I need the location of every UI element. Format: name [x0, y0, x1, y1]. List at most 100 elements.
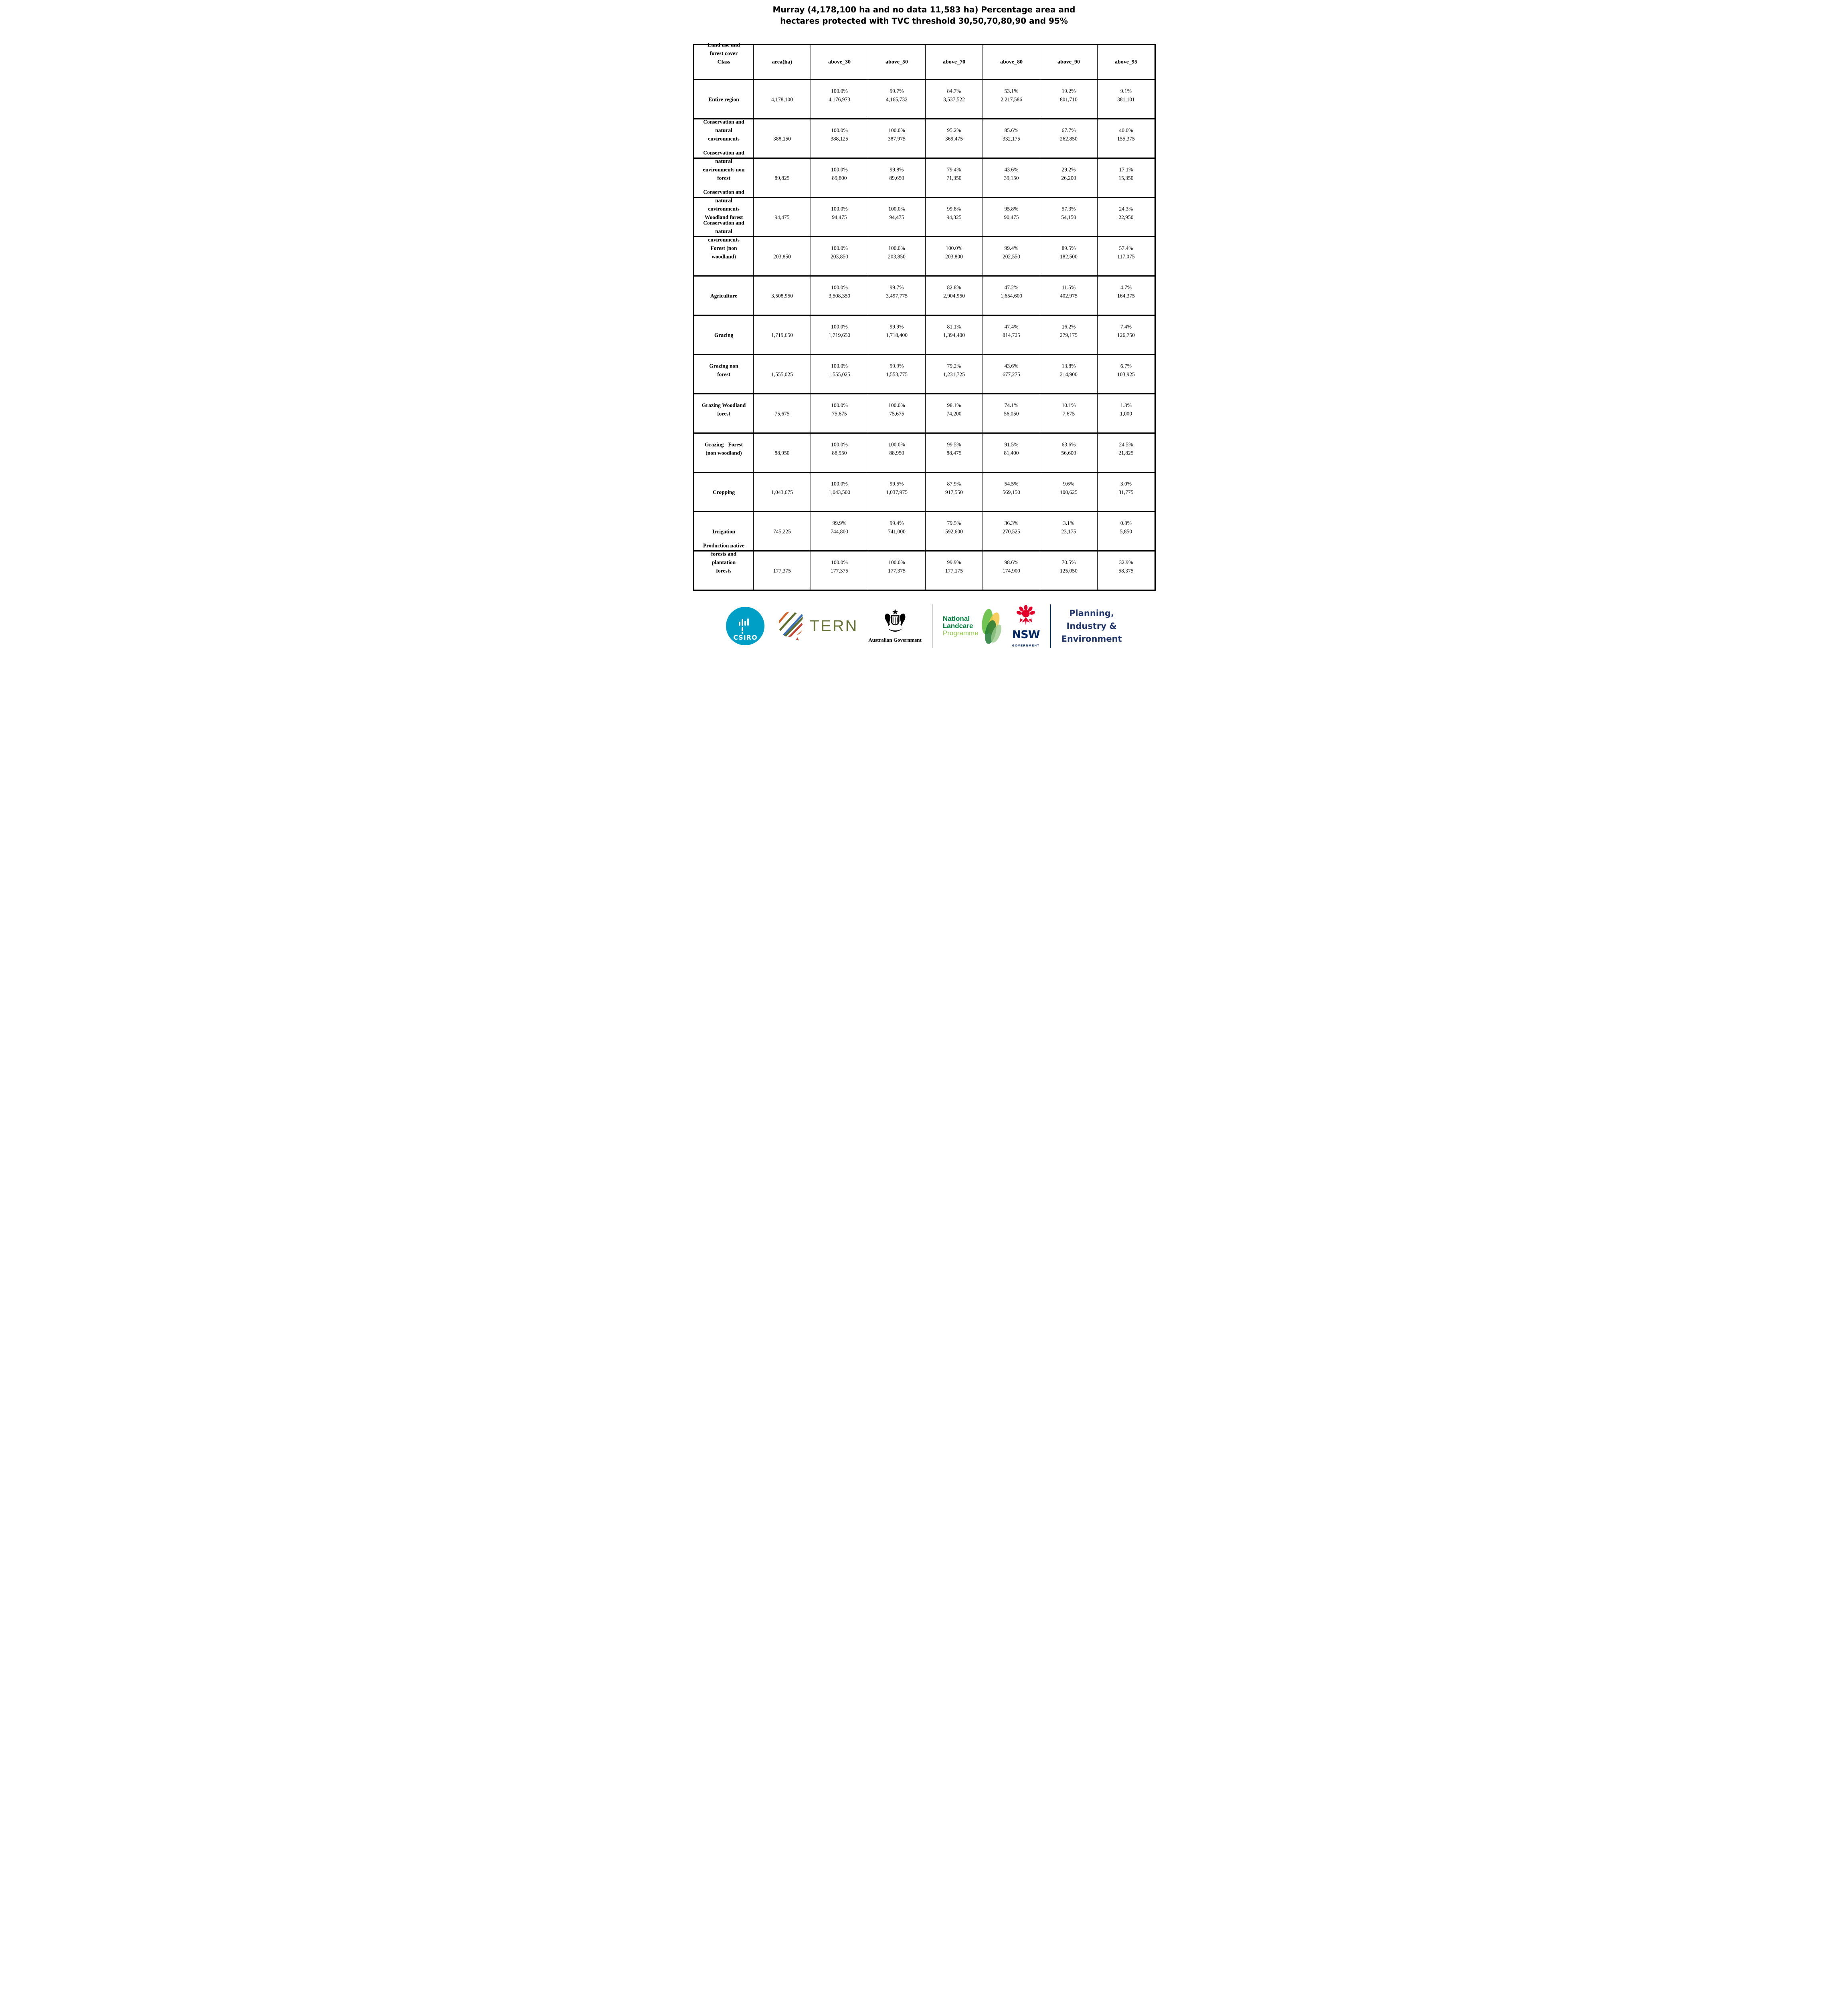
- above-95-cell: 40.0% 155,375: [1097, 119, 1154, 158]
- above-30-cell: 100.0% 4,176,973: [810, 80, 868, 118]
- above-30-cell: 100.0% 94,475: [810, 198, 868, 236]
- above-30-cell: 100.0% 1,719,650: [810, 316, 868, 354]
- landcare-line-1: National: [942, 615, 970, 623]
- above-90-cell: 67.7% 262,850: [1039, 119, 1097, 158]
- above-95-cell: 17.1% 15,350: [1097, 159, 1154, 197]
- footer-divider-navy: [1050, 604, 1051, 648]
- area-ha-cell: 89,825: [753, 159, 811, 197]
- above-90-cell: 9.6% 100,625: [1039, 473, 1097, 511]
- above-70-cell: 79.4% 71,350: [925, 159, 983, 197]
- nsw-waratah-icon: [1016, 605, 1035, 626]
- above-50-cell: 99.7% 3,497,775: [867, 277, 925, 315]
- above-95-cell: 57.4% 117,075: [1097, 237, 1154, 275]
- area-ha-cell: 388,150: [753, 119, 811, 158]
- above-95-cell: 4.7% 164,375: [1097, 277, 1154, 315]
- above-90-cell: 13.8% 214,900: [1039, 355, 1097, 393]
- row-label: Conservation and natural environments: [703, 119, 744, 141]
- footer-logos: CSIRO: [724, 598, 1124, 654]
- above-50-cell: 100.0% 94,475: [867, 198, 925, 236]
- above-70-cell: 99.5% 88,475: [925, 434, 983, 472]
- row-label: Grazing - Forest (non woodland): [704, 441, 743, 456]
- planning-line-2: Industry &: [1066, 621, 1117, 631]
- table-row: Grazing non forest 1,555,025 100.0% 1,555,…: [694, 354, 1154, 393]
- column-header-above-95: above_95: [1097, 45, 1154, 79]
- above-50-cell: 100.0% 75,675: [867, 394, 925, 432]
- above-95-cell: 1.3% 1,000: [1097, 394, 1154, 432]
- above-90-cell: 3.1% 23,175: [1039, 512, 1097, 550]
- landcare-leaves-icon: [982, 609, 1001, 644]
- above-50-cell: 99.7% 4,165,732: [867, 80, 925, 118]
- above-90-cell: 10.1% 7,675: [1039, 394, 1097, 432]
- landcare-line-3: Programme: [942, 629, 979, 637]
- table-row: Cropping 1,043,675 100.0% 1,043,500 99.5% 1…: [694, 472, 1154, 511]
- page: Murray (4,178,100 ha and no data 11,583 …: [693, 0, 1156, 654]
- above-95-cell: 7.4% 126,750: [1097, 316, 1154, 354]
- above-70-cell: 82.8% 2,904,950: [925, 277, 983, 315]
- above-80-cell: 74.1% 56,050: [982, 394, 1040, 432]
- table-row: Production native forests and plantation…: [694, 542, 1154, 590]
- above-90-cell: 57.3% 54,150: [1039, 198, 1097, 236]
- above-70-cell: 87.9% 917,550: [925, 473, 983, 511]
- above-30-cell: 100.0% 89,800: [810, 159, 868, 197]
- above-30-cell: 99.9% 744,800: [810, 512, 868, 550]
- above-70-cell: 79.2% 1,231,725: [925, 355, 983, 393]
- australian-government-logo: Australian Government: [868, 609, 922, 643]
- above-30-cell: 100.0% 88,950: [810, 434, 868, 472]
- above-50-cell: 100.0% 387,975: [867, 119, 925, 158]
- table-row: Conservation and natural environments Fo…: [694, 220, 1154, 275]
- above-30-cell: 100.0% 3,508,350: [810, 277, 868, 315]
- above-90-cell: 19.2% 801,710: [1039, 80, 1097, 118]
- landcare-line-2: Landcare: [942, 622, 973, 630]
- above-80-cell: 47.2% 1,654,600: [982, 277, 1040, 315]
- above-80-cell: 36.3% 270,525: [982, 512, 1040, 550]
- above-90-cell: 70.5% 125,050: [1039, 552, 1097, 590]
- above-30-cell: 100.0% 203,850: [810, 237, 868, 275]
- australian-government-label: Australian Government: [868, 637, 922, 643]
- table-row: Grazing - Forest (non woodland) 88,950 100…: [694, 432, 1154, 472]
- column-header-above-30: above_30: [810, 45, 868, 79]
- above-70-cell: 95.2% 369,475: [925, 119, 983, 158]
- above-70-cell: 84.7% 3,537,522: [925, 80, 983, 118]
- planning-line-3: Environment: [1061, 634, 1122, 644]
- row-label: Conservation and natural environments Wo…: [703, 189, 744, 220]
- above-95-cell: 3.0% 31,775: [1097, 473, 1154, 511]
- row-label: Grazing: [714, 332, 734, 338]
- table-row: Grazing Woodland forest 75,675 100.0% 75,6…: [694, 393, 1154, 432]
- above-50-cell: 100.0% 203,850: [867, 237, 925, 275]
- area-ha-cell: 203,850: [753, 237, 811, 275]
- row-label: Agriculture: [710, 293, 738, 299]
- above-70-cell: 79.5% 592,600: [925, 512, 983, 550]
- row-label: Irrigation: [712, 528, 735, 534]
- row-label: Conservation and natural environments Fo…: [703, 220, 744, 259]
- above-95-cell: 32.9% 58,375: [1097, 552, 1154, 590]
- above-90-cell: 63.6% 56,600: [1039, 434, 1097, 472]
- column-header-above-90: above_90: [1039, 45, 1097, 79]
- table-header-row: Land use and forest cover Class area(ha) a…: [694, 42, 1154, 79]
- area-ha-cell: 3,508,950: [753, 277, 811, 315]
- nsw-government-label: GOVERNMENT: [1012, 643, 1040, 647]
- page-title: Murray (4,178,100 ha and no data 11,583 …: [772, 5, 1076, 26]
- above-50-cell: 100.0% 177,375: [867, 552, 925, 590]
- tern-logo-label: TERN: [809, 617, 858, 635]
- above-70-cell: 98.1% 74,200: [925, 394, 983, 432]
- above-50-cell: 99.8% 89,650: [867, 159, 925, 197]
- csiro-circle-icon: CSIRO: [726, 607, 765, 645]
- above-80-cell: 43.6% 677,275: [982, 355, 1040, 393]
- tern-logo: TERN: [775, 608, 858, 644]
- above-95-cell: 0.8% 5,850: [1097, 512, 1154, 550]
- planning-industry-environment-logo: Planning, Industry & Environment: [1061, 608, 1122, 644]
- csiro-wave-icon: [739, 618, 749, 634]
- australian-coat-of-arms-icon: [885, 609, 906, 632]
- nsw-government-logo: NSW GOVERNMENT: [1012, 605, 1040, 647]
- above-30-cell: 100.0% 177,375: [810, 552, 868, 590]
- column-header-area-ha-: area(ha): [753, 45, 811, 79]
- above-95-cell: 6.7% 103,925: [1097, 355, 1154, 393]
- above-95-cell: 24.3% 22,950: [1097, 198, 1154, 236]
- column-header-above-70: above_70: [925, 45, 983, 79]
- row-label: Grazing non forest: [709, 363, 738, 377]
- area-ha-cell: 745,225: [753, 512, 811, 550]
- table-row: Conservation and natural environments no…: [694, 149, 1154, 197]
- area-ha-cell: 1,043,675: [753, 473, 811, 511]
- above-90-cell: 11.5% 402,975: [1039, 277, 1097, 315]
- area-ha-cell: 88,950: [753, 434, 811, 472]
